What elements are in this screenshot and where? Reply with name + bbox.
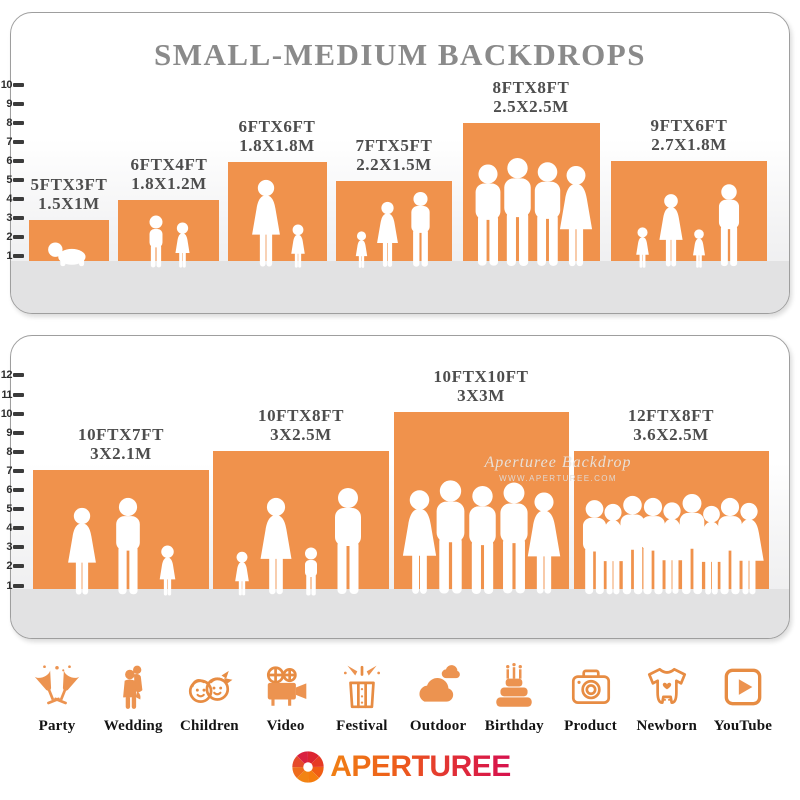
backdrop-size-label: 12FTX8FT 3.6X2.5M [627,406,715,444]
woman-silhouette [64,507,100,597]
people-silhouettes [33,497,209,597]
category-label: Party [38,718,76,734]
backdrop-size-label: 10FTX10FT 3X3M [433,367,529,405]
woman-silhouette [730,502,768,597]
festival-icon [343,665,380,709]
people-silhouettes [611,183,767,269]
backdrop-bar-5x3 [29,220,109,261]
category-festival: Festival [327,662,397,735]
floor-strip [11,261,789,313]
category-party: Party [22,662,92,735]
category-birthday: Birthday [479,662,549,735]
category-newborn: Newborn [632,662,702,735]
category-label: Festival [336,718,388,734]
people-silhouettes [228,179,327,269]
category-youtube: YouTube [708,662,778,735]
girl-silhouette [353,231,370,269]
backdrop-bar-8x8 [463,123,600,261]
brand-logo: APERTUREE [0,748,800,786]
birthday-icon [496,662,533,707]
backdrop-bar-10x10 [394,412,569,589]
category-label: YouTube [713,718,773,734]
backdrop-size-label: 10FTX8FT 3X2.5M [257,406,345,444]
category-children: Children [174,662,244,735]
outdoor-icon [419,665,460,702]
category-label: Birthday [484,718,544,734]
people-silhouettes [118,215,219,269]
party-icon [34,665,80,705]
youtube-icon [724,668,762,706]
brand-name: APERTUREE [330,750,511,783]
woman-silhouette [656,193,686,269]
girl-silhouette [172,222,193,269]
category-label: Product [564,718,617,734]
backdrop-bar-10x8 [213,451,389,589]
backdrop-size-label: 6FTX4FT 1.8X1.2M [130,155,208,193]
backdrop-bar-10x7 [33,470,209,589]
woman-silhouette [523,491,565,597]
large-panel: 10FTX7FT 3X2.1M 10FTX8FT 3X2.5M 10FTX10 [10,335,790,639]
people-silhouettes [574,493,769,597]
category-label: Newborn [636,718,698,734]
backdrop-size-label: 8FTX8FT 2.5X2.5M [492,78,570,116]
woman-silhouette [555,165,597,269]
baby-silhouette [46,238,92,267]
backdrop-size-label: 9FTX6FT 2.7X1.8M [650,116,728,154]
backdrop-size-label: 5FTX3FT 1.5X1M [30,175,108,213]
category-wedding: Wedding [98,662,168,735]
people-silhouettes [463,157,600,269]
backdrop-size-label: 10FTX7FT 3X2.1M [77,425,165,463]
child-silhouette [300,547,322,597]
children-icon [189,670,233,703]
man-silhouette [712,183,746,269]
girl-silhouette [288,224,308,269]
girl-silhouette [633,227,652,269]
category-outdoor: Outdoor [403,662,473,735]
girl-silhouette [690,229,708,269]
category-row: Party Wedding [0,662,800,735]
aperture-icon [292,751,324,783]
small-medium-panel: SMALL-MEDIUM BACKDROPS 5FTX3FT 1.5X1M 6FT… [10,12,790,314]
category-label: Outdoor [409,718,467,734]
backdrop-bar-9x6 [611,161,767,261]
woman-silhouette [248,179,284,269]
floor-strip [11,589,789,638]
product-icon [571,669,610,704]
backdrop-bar-6x6 [228,162,327,261]
category-label: Wedding [103,718,163,734]
backdrop-bar-6x4 [118,200,219,261]
category-label: Children [180,718,239,734]
woman-silhouette [256,497,296,597]
people-silhouettes [29,238,109,267]
backdrop-size-label: 6FTX6FT 1.8X1.8M [238,117,316,155]
wedding-icon [123,665,143,709]
category-video: Video [251,662,321,735]
girl-silhouette [232,551,252,597]
child-silhouette [144,215,168,269]
backdrop-size-label: 7FTX5FT 2.2X1.5M [355,136,433,174]
page-title: SMALL-MEDIUM BACKDROPS [154,37,646,72]
backdrop-bar-12x8 [574,451,769,589]
category-label: Video [266,718,305,734]
video-icon [266,666,306,706]
man-silhouette [326,487,370,597]
people-silhouettes [394,479,569,597]
people-silhouettes [213,487,389,597]
backdrop-bar-7x5 [336,181,452,261]
people-silhouettes [336,191,452,269]
man-silhouette [405,191,436,269]
newborn-icon [647,667,686,704]
woman-silhouette [374,201,401,269]
category-product: Product [556,662,626,735]
man-silhouette [108,497,148,597]
girl-silhouette [156,545,179,597]
